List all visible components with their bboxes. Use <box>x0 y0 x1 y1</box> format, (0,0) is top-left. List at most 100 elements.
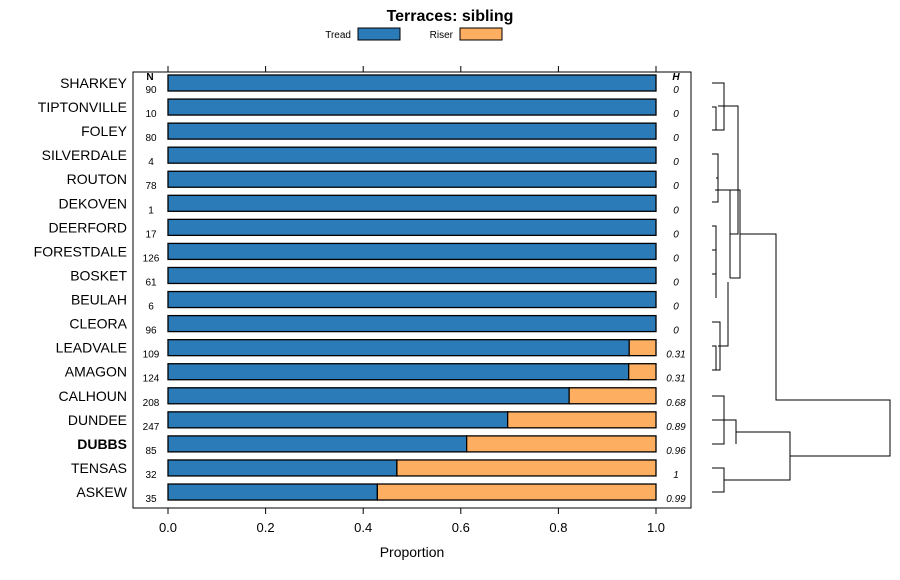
legend-swatch-riser <box>459 27 503 41</box>
x-axis: 0.0 0.2 0.4 0.6 0.8 1.0 <box>159 66 665 535</box>
h-value: 0 <box>673 109 679 120</box>
bar-row: AMAGON 124 0.31 <box>65 363 686 385</box>
tread-bar <box>167 314 657 333</box>
bar-row: ASKEW 35 0.99 <box>76 483 686 505</box>
tread-bar <box>167 122 657 140</box>
riser-bar <box>506 411 657 429</box>
h-value: 0 <box>673 205 679 216</box>
tread-bar <box>167 74 657 92</box>
bar-row: FORESTDALE 126 0 <box>34 242 679 264</box>
tread-bar <box>167 98 657 116</box>
bar-row: ROUTON 78 0 <box>67 170 679 192</box>
row-label: LEADVALE <box>56 340 127 356</box>
row-label: SILVERDALE <box>42 147 127 163</box>
row-label: SHARKEY <box>60 75 128 91</box>
n-value: 17 <box>145 229 157 240</box>
n-value: 32 <box>145 470 157 481</box>
dendrogram-branch <box>712 225 717 298</box>
riser-bar <box>628 363 657 381</box>
n-value: 61 <box>145 277 157 288</box>
h-column-header: H <box>672 72 680 83</box>
dendrogram-branch <box>718 105 739 235</box>
row-label: ASKEW <box>76 484 127 500</box>
row-label: CLEORA <box>69 316 127 332</box>
h-value: 0.96 <box>666 446 686 457</box>
tread-bar <box>167 459 398 477</box>
row-label: DEERFORD <box>48 219 127 235</box>
dendrogram-branch <box>724 431 791 481</box>
row-label: AMAGON <box>65 364 127 380</box>
h-value: 0 <box>673 253 679 264</box>
x-tick-label: 1.0 <box>647 520 665 535</box>
plot-frame <box>132 71 692 509</box>
h-value: 0 <box>673 181 679 192</box>
h-value: 0 <box>673 157 679 168</box>
bar-row: BEULAH 6 0 <box>71 290 679 313</box>
row-label: DEKOVEN <box>59 195 127 211</box>
chart-title: Terraces: sibling <box>387 8 514 25</box>
dendrogram-branch <box>712 467 725 493</box>
h-value: 0.99 <box>666 494 686 505</box>
legend: Tread Riser <box>325 27 503 41</box>
tread-bar <box>167 146 657 164</box>
bar-row: TIPTONVILLE 10 0 <box>38 98 679 120</box>
h-value: 0.31 <box>666 374 685 385</box>
n-value: 124 <box>143 374 160 385</box>
n-value: 78 <box>145 181 157 192</box>
bar-row: DEERFORD 17 0 <box>48 218 679 240</box>
dendrogram-branch <box>718 282 729 347</box>
n-value: 126 <box>143 253 160 264</box>
x-tick-label: 0.4 <box>354 520 372 535</box>
row-label: FOLEY <box>81 123 128 139</box>
row-label: FORESTDALE <box>34 243 127 259</box>
x-axis-title: Proportion <box>380 544 445 560</box>
x-tick-label: 0.0 <box>159 520 177 535</box>
x-tick-label: 0.6 <box>452 520 470 535</box>
tread-bar <box>167 363 630 381</box>
dendrogram-branch <box>712 106 717 130</box>
riser-bar <box>628 339 657 357</box>
x-tick-label: 0.2 <box>257 520 275 535</box>
h-value: 0 <box>673 85 679 96</box>
n-value: 247 <box>143 422 160 433</box>
n-value: 4 <box>148 157 154 168</box>
tread-bar <box>167 266 657 285</box>
h-value: 0.31 <box>666 350 685 361</box>
bar-row: FOLEY 80 0 <box>81 122 679 144</box>
row-label: TENSAS <box>71 460 127 476</box>
tread-bar <box>167 483 379 501</box>
row-label: BEULAH <box>71 292 127 308</box>
n-column-header: N <box>146 72 153 83</box>
dendrogram-branch <box>712 345 717 370</box>
n-value: 90 <box>145 85 157 96</box>
tread-bar <box>167 339 630 357</box>
bar-row: SHARKEY 90 0 <box>60 74 679 96</box>
row-label: BOSKET <box>70 267 127 283</box>
tread-bar <box>167 242 657 261</box>
bar-row: BOSKET 61 0 <box>70 266 679 288</box>
legend-swatch-tread <box>357 27 401 41</box>
riser-bar <box>396 459 657 477</box>
n-value: 80 <box>145 133 157 144</box>
bar-row: DUNDEE 247 0.89 <box>68 411 686 433</box>
bar-row: SILVERDALE 4 0 <box>42 146 679 168</box>
legend-label-riser: Riser <box>430 30 454 41</box>
n-value: 96 <box>145 326 157 337</box>
dendrogram-branch <box>712 419 737 444</box>
riser-bar <box>376 483 657 501</box>
bar-row: DEKOVEN 1 0 <box>59 194 679 216</box>
tread-bar <box>167 218 657 237</box>
h-value: 0 <box>673 302 679 313</box>
h-value: 0 <box>673 133 679 144</box>
bar-row: CALHOUN 208 0.68 <box>59 387 686 409</box>
dendrogram <box>712 82 891 493</box>
h-value: 1 <box>673 470 679 481</box>
bar-row: DUBBS 85 0.96 <box>77 435 686 457</box>
tread-bar <box>167 194 657 212</box>
h-value: 0.68 <box>666 398 686 409</box>
tread-bar <box>167 411 509 429</box>
h-value: 0 <box>673 326 679 337</box>
n-value: 6 <box>148 302 154 313</box>
tread-bar <box>167 435 468 453</box>
tread-bar <box>167 290 657 309</box>
